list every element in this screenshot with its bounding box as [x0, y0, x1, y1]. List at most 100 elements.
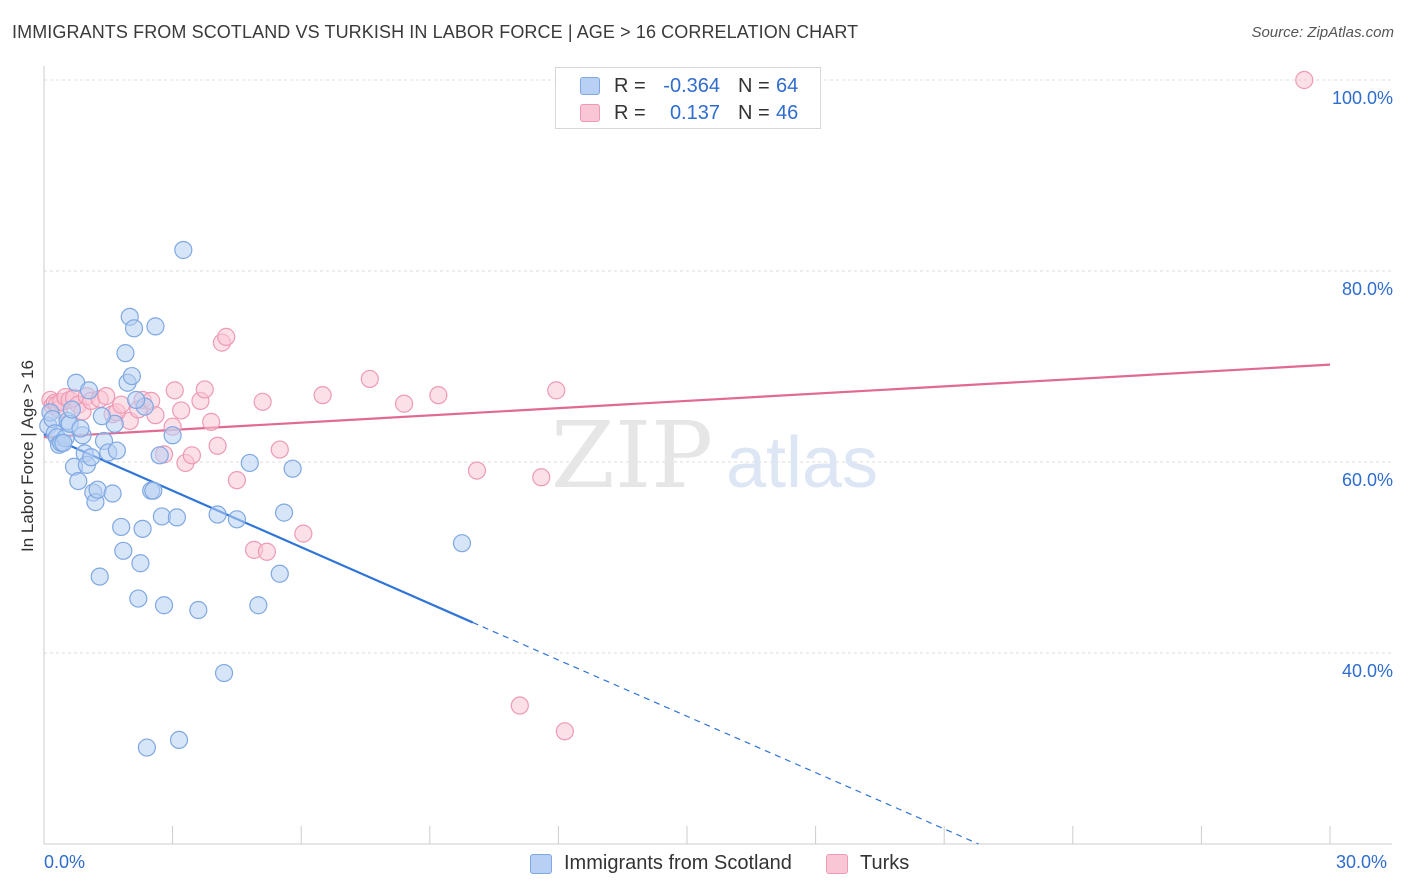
turks-point	[547, 381, 566, 400]
scotland-point	[227, 510, 246, 529]
scotland-point	[129, 589, 148, 608]
scotland-point	[116, 344, 135, 363]
legend-swatch-pink	[826, 853, 848, 874]
turks-point	[467, 461, 487, 480]
legend-n-label: N =	[738, 101, 770, 124]
legend-item-turks[interactable]: Turks	[826, 852, 909, 875]
turks-point	[182, 446, 201, 465]
grid-lines	[44, 79, 1392, 654]
y-tick-labels: 40.0% 60.0% 80.0% 100.0%	[1332, 88, 1393, 681]
legend-r-label: R =	[614, 101, 646, 124]
scotland-point	[124, 319, 144, 338]
scotland-point	[283, 459, 302, 478]
turks-point	[112, 395, 131, 414]
scotland-point	[150, 446, 169, 465]
scotland-point	[103, 484, 122, 503]
turks-point	[270, 440, 289, 459]
turks-point	[360, 369, 379, 389]
turks-point	[532, 468, 551, 487]
turks-point	[257, 542, 277, 561]
y-tick-label-100: 100.0%	[1332, 88, 1393, 108]
turks-trend-line	[43, 363, 1331, 439]
legend-n-label: N =	[738, 74, 770, 97]
scotland-point	[146, 317, 165, 336]
scotland-point	[112, 517, 131, 537]
watermark: ZIP atlas	[551, 402, 878, 509]
legend-item-scotland[interactable]: Immigrants from Scotland	[530, 852, 792, 875]
legend-swatch-blue	[530, 853, 552, 874]
scotland-point	[452, 534, 472, 553]
scotland-point	[144, 481, 163, 500]
legend-label-turks: Turks	[860, 852, 910, 874]
correlation-legend: R = -0.364 N = 64 R = 0.137 N = 46	[555, 67, 821, 129]
scotland-point	[174, 240, 193, 260]
scotland-point	[131, 554, 150, 573]
turks-point	[195, 380, 214, 399]
legend-r-label: R =	[614, 74, 646, 97]
turks-point	[555, 722, 574, 741]
scotland-point	[69, 472, 88, 491]
scotland-point	[274, 503, 294, 522]
source-label: Source: ZipAtlas.com	[1251, 24, 1394, 41]
scotland-trend-extension	[472, 621, 979, 845]
scotland-point	[114, 541, 133, 560]
watermark-atlas: atlas	[726, 423, 878, 503]
turks-point	[294, 524, 313, 543]
scotland-point	[154, 596, 174, 615]
legend-row-turks: R = 0.137 N = 46	[580, 100, 798, 126]
legend-r-value: -0.364	[663, 74, 720, 97]
scotland-point	[163, 426, 182, 445]
turks-point	[1295, 70, 1314, 90]
scotland-point	[249, 596, 268, 615]
scotland-point	[167, 508, 186, 527]
scotland-point	[127, 390, 146, 410]
scotland-point	[90, 567, 109, 586]
turks-point	[208, 436, 227, 455]
turks-point	[313, 386, 332, 405]
data-points	[39, 70, 1314, 757]
scotland-point	[240, 453, 259, 473]
scotland-point	[71, 419, 90, 438]
turks-point	[165, 381, 184, 400]
scotland-point	[54, 433, 73, 452]
scotland-point	[270, 564, 289, 583]
axes	[43, 66, 1392, 845]
scotland-point	[152, 507, 171, 526]
turks-point	[394, 394, 414, 413]
scotland-point	[107, 441, 126, 460]
y-tick-label-60: 60.0%	[1342, 470, 1393, 490]
turks-point	[510, 696, 529, 715]
x-tick-label-min: 0.0%	[44, 852, 86, 872]
trend-lines	[43, 363, 1331, 845]
scotland-point	[133, 519, 152, 538]
watermark-zip: ZIP	[551, 402, 713, 509]
y-tick-label-80: 80.0%	[1342, 279, 1393, 299]
turks-point	[172, 401, 191, 420]
legend-label-scotland: Immigrants from Scotland	[564, 852, 792, 874]
legend-r-value: 0.137	[669, 101, 720, 124]
scotland-trend-line	[43, 433, 474, 624]
scotland-point	[169, 730, 189, 750]
y-tick-label-40: 40.0%	[1342, 661, 1393, 681]
scotland-point	[79, 381, 99, 400]
scotland-point	[137, 738, 156, 757]
chart-title: IMMIGRANTS FROM SCOTLAND VS TURKISH IN L…	[12, 22, 859, 42]
series-legend: Immigrants from Scotland Turks	[0, 852, 1406, 878]
turks-point	[217, 327, 236, 346]
scotland-point	[122, 366, 141, 386]
legend-n-value: 46	[776, 101, 799, 124]
legend-row-scotland: R = -0.364 N = 64	[580, 73, 798, 99]
scotland-point	[214, 663, 234, 683]
scotland-point	[92, 407, 111, 426]
turks-point	[202, 412, 221, 431]
scotland-point	[82, 448, 101, 467]
scotland-point	[62, 400, 81, 419]
scotland-point	[88, 480, 107, 499]
scotland-point	[189, 600, 208, 620]
turks-point	[97, 387, 116, 406]
turks-point	[227, 471, 246, 490]
turks-point	[253, 392, 272, 411]
x-tick-label-max: 30.0%	[1336, 852, 1388, 872]
scotland-point	[208, 505, 227, 524]
